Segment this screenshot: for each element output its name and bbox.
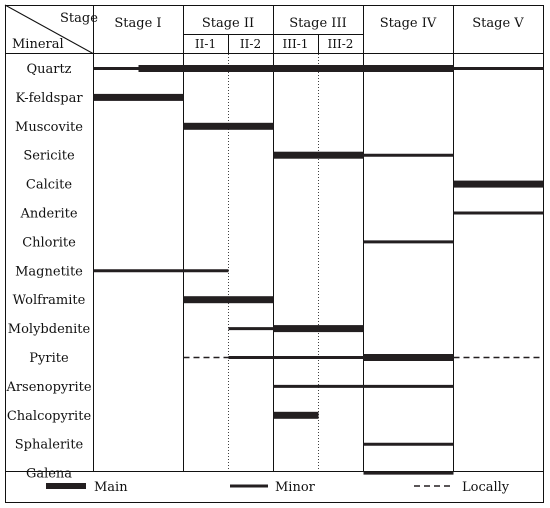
main-bar: [93, 93, 184, 101]
header-stage-label: Stage: [60, 11, 98, 26]
mineral-label: Sphalerite: [15, 438, 84, 453]
main-bar: [363, 354, 454, 361]
stage-header-4: Stage IV: [380, 16, 437, 31]
main-bar: [273, 325, 364, 333]
mineral-label: Sericite: [23, 149, 75, 164]
stage-header-5: Stage V: [472, 16, 524, 31]
mineral-label: Quartz: [26, 62, 71, 77]
stage-header-1: Stage I: [114, 16, 161, 31]
mineral-label: Wolframite: [13, 293, 86, 308]
stage-header-3: Stage III: [289, 16, 346, 31]
substage-header: II-2: [240, 37, 261, 51]
main-bar: [363, 65, 454, 72]
mineral-label: Galena: [26, 467, 72, 482]
mineral-label: Magnetite: [15, 264, 83, 279]
mineral-label: Calcite: [26, 178, 73, 193]
mineral-label: Arsenopyrite: [5, 380, 91, 395]
mineral-label: Chlorite: [22, 235, 76, 250]
mineral-label: Muscovite: [15, 120, 83, 135]
substage-header: III-2: [328, 37, 354, 51]
legend-main-label: Main: [94, 480, 128, 495]
main-bar: [453, 180, 544, 188]
substage-header: III-1: [283, 37, 309, 51]
main-bar: [183, 296, 274, 304]
mineral-label: Molybdenite: [8, 322, 91, 337]
mineral-label: Anderite: [19, 207, 77, 222]
stage-header-2: Stage II: [202, 16, 254, 31]
legend-locally-label: Locally: [462, 480, 510, 495]
legend-minor-label: Minor: [275, 480, 316, 495]
substage-header: II-1: [195, 37, 216, 51]
header-diagonal: [4, 4, 94, 54]
mineral-label: Pyrite: [29, 351, 69, 366]
main-bar: [273, 65, 364, 72]
mineral-label: Chalcopyrite: [7, 409, 92, 424]
mineral-label: K-feldspar: [15, 91, 83, 106]
header-mineral-label: Mineral: [12, 37, 64, 52]
main-bar: [138, 65, 274, 72]
legend-main-swatch: [46, 483, 86, 489]
main-bar: [273, 411, 319, 419]
mineral-rows: Quartz K-feldspar Muscovite Sericite Calcite…: [5, 62, 544, 482]
main-bar: [183, 122, 274, 130]
outer-frame: [5, 5, 544, 503]
main-bar: [273, 151, 364, 159]
